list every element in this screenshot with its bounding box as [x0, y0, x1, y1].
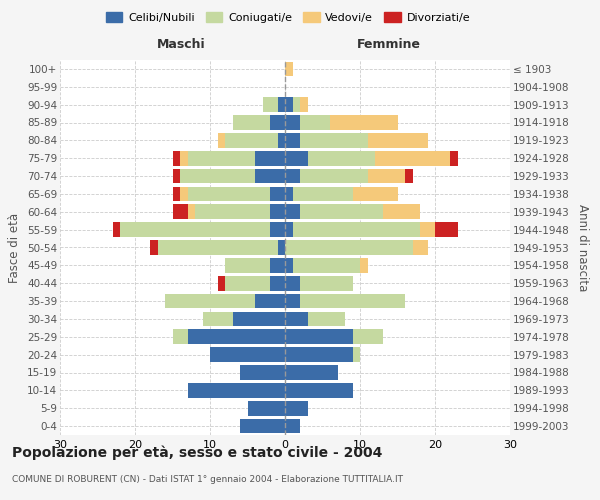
- Bar: [300, 276, 353, 290]
- Bar: [285, 294, 300, 308]
- Bar: [195, 204, 270, 219]
- Bar: [435, 222, 458, 237]
- Bar: [150, 240, 157, 255]
- Y-axis label: Anni di nascita: Anni di nascita: [576, 204, 589, 291]
- Bar: [300, 204, 383, 219]
- Bar: [187, 151, 255, 166]
- Bar: [300, 115, 330, 130]
- Bar: [375, 151, 450, 166]
- Bar: [285, 98, 293, 112]
- Bar: [270, 258, 285, 272]
- Bar: [360, 258, 367, 272]
- Bar: [300, 168, 367, 184]
- Bar: [225, 276, 270, 290]
- Bar: [285, 365, 337, 380]
- Bar: [255, 168, 285, 184]
- Bar: [300, 133, 367, 148]
- Text: Popolazione per età, sesso e stato civile - 2004: Popolazione per età, sesso e stato civil…: [12, 446, 382, 460]
- Bar: [285, 312, 308, 326]
- Bar: [270, 204, 285, 219]
- Bar: [405, 168, 413, 184]
- Bar: [180, 186, 187, 201]
- Bar: [210, 348, 285, 362]
- Legend: Celibi/Nubili, Coniugati/e, Vedovi/e, Divorziati/e: Celibi/Nubili, Coniugati/e, Vedovi/e, Di…: [101, 8, 475, 28]
- Bar: [285, 115, 300, 130]
- Bar: [285, 62, 293, 76]
- Bar: [330, 115, 398, 130]
- Bar: [277, 98, 285, 112]
- Bar: [353, 330, 383, 344]
- Bar: [367, 168, 405, 184]
- Bar: [270, 115, 285, 130]
- Bar: [255, 151, 285, 166]
- Bar: [203, 312, 233, 326]
- Bar: [113, 222, 120, 237]
- Bar: [285, 168, 300, 184]
- Text: COMUNE DI ROBURENT (CN) - Dati ISTAT 1° gennaio 2004 - Elaborazione TUTTITALIA.I: COMUNE DI ROBURENT (CN) - Dati ISTAT 1° …: [12, 476, 403, 484]
- Bar: [180, 168, 255, 184]
- Bar: [285, 186, 293, 201]
- Bar: [263, 98, 277, 112]
- Bar: [285, 419, 300, 434]
- Bar: [285, 383, 353, 398]
- Bar: [285, 151, 308, 166]
- Bar: [225, 258, 270, 272]
- Bar: [157, 240, 277, 255]
- Bar: [165, 294, 255, 308]
- Bar: [285, 240, 413, 255]
- Bar: [285, 222, 293, 237]
- Bar: [218, 133, 225, 148]
- Bar: [270, 222, 285, 237]
- Bar: [308, 151, 375, 166]
- Text: Maschi: Maschi: [157, 38, 206, 51]
- Bar: [293, 186, 353, 201]
- Bar: [293, 98, 300, 112]
- Bar: [300, 98, 308, 112]
- Bar: [353, 348, 360, 362]
- Bar: [120, 222, 270, 237]
- Bar: [173, 186, 180, 201]
- Bar: [367, 133, 427, 148]
- Bar: [300, 294, 405, 308]
- Text: Femmine: Femmine: [356, 38, 421, 51]
- Bar: [187, 330, 285, 344]
- Bar: [308, 312, 345, 326]
- Bar: [353, 186, 398, 201]
- Bar: [277, 240, 285, 255]
- Bar: [450, 151, 458, 166]
- Bar: [240, 365, 285, 380]
- Y-axis label: Fasce di età: Fasce di età: [8, 212, 22, 282]
- Bar: [285, 133, 300, 148]
- Bar: [277, 133, 285, 148]
- Bar: [248, 401, 285, 415]
- Bar: [218, 276, 225, 290]
- Bar: [293, 222, 420, 237]
- Bar: [413, 240, 427, 255]
- Bar: [270, 186, 285, 201]
- Bar: [180, 151, 187, 166]
- Bar: [173, 330, 187, 344]
- Bar: [383, 204, 420, 219]
- Bar: [225, 133, 277, 148]
- Bar: [173, 204, 187, 219]
- Bar: [293, 258, 360, 272]
- Bar: [173, 151, 180, 166]
- Bar: [270, 276, 285, 290]
- Bar: [285, 401, 308, 415]
- Bar: [420, 222, 435, 237]
- Bar: [187, 383, 285, 398]
- Bar: [285, 258, 293, 272]
- Bar: [285, 330, 353, 344]
- Bar: [173, 168, 180, 184]
- Bar: [285, 276, 300, 290]
- Bar: [233, 312, 285, 326]
- Bar: [285, 348, 353, 362]
- Bar: [285, 204, 300, 219]
- Bar: [233, 115, 270, 130]
- Bar: [240, 419, 285, 434]
- Bar: [255, 294, 285, 308]
- Bar: [187, 204, 195, 219]
- Bar: [187, 186, 270, 201]
